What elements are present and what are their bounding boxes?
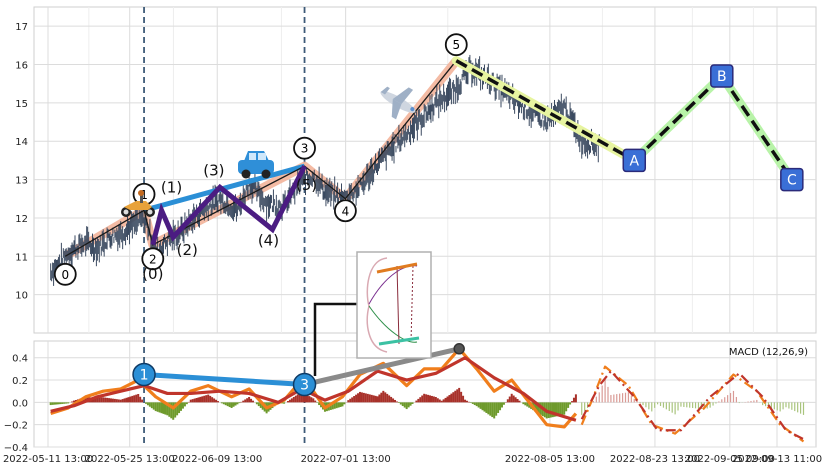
wave-C-label: C bbox=[787, 173, 797, 189]
sub-wave-line bbox=[150, 165, 307, 246]
macd-peak-dot bbox=[453, 343, 465, 355]
sub-wave-label: (3) bbox=[203, 161, 224, 179]
macd-tick-label: −0.4 bbox=[4, 443, 28, 454]
sub-wave-label: (5) bbox=[296, 176, 317, 194]
wave-3-label: 3 bbox=[301, 142, 309, 156]
wave-4-circle bbox=[333, 199, 357, 223]
macd-marker-label: 1 bbox=[140, 367, 149, 383]
x-tick-label: 2022-06-09 13:00 bbox=[172, 454, 262, 465]
macd-projection-line bbox=[580, 365, 805, 443]
macd-tick-label: 0.0 bbox=[12, 398, 28, 409]
overlay-layer bbox=[64, 56, 797, 257]
wave-C-box bbox=[780, 167, 804, 192]
y-tick-label: 12 bbox=[15, 214, 28, 225]
wave-2-circle bbox=[141, 247, 165, 271]
macd-legend: MACD (12,26,9) bbox=[729, 347, 808, 358]
sub-wave-label: (1) bbox=[161, 178, 182, 196]
correction-dash bbox=[720, 75, 794, 181]
wave-0-label: 0 bbox=[61, 268, 69, 282]
macd-marker-3 bbox=[292, 372, 317, 397]
wave-A-label: A bbox=[629, 153, 639, 169]
x-tick-label: 2022-05-25 13:00 bbox=[85, 454, 175, 465]
wave-1-label: 1 bbox=[140, 188, 148, 202]
correction-dash bbox=[633, 74, 724, 162]
inset-connector bbox=[313, 302, 357, 376]
y-tick-label: 13 bbox=[15, 176, 28, 187]
y-tick-label: 17 bbox=[15, 22, 28, 33]
wave-0-circle bbox=[53, 262, 77, 286]
macd-tick-label: 0.2 bbox=[12, 376, 28, 387]
scooter-icon bbox=[121, 190, 155, 217]
macd-marker-label: 3 bbox=[300, 378, 309, 394]
macd-divergence-line bbox=[303, 346, 460, 387]
wave-2-label: 2 bbox=[149, 252, 157, 266]
x-tick-label: 2022-09-05 09:00 bbox=[685, 454, 775, 465]
sub-wave-label: (2) bbox=[177, 241, 198, 259]
y-tick-label: 11 bbox=[15, 252, 28, 263]
impulse-line bbox=[64, 60, 457, 257]
x-tick-label: 2022-05-11 13:00 bbox=[3, 454, 93, 465]
y-tick-label: 16 bbox=[15, 61, 28, 72]
wave-B-box bbox=[710, 64, 734, 88]
macd-tick-label: 0.4 bbox=[12, 354, 28, 365]
macd-layer: 13 bbox=[49, 343, 805, 443]
signal-projection-line bbox=[580, 370, 805, 441]
x-tick-label: 2022-08-05 13:00 bbox=[505, 454, 595, 465]
wave-3-circle bbox=[293, 136, 316, 160]
sub-wave-label: (4) bbox=[258, 231, 279, 249]
airplane-icon bbox=[380, 86, 416, 120]
x-tick-label: 2022-08-23 13:00 bbox=[610, 454, 700, 465]
car-icon bbox=[238, 151, 274, 179]
wave-5-circle bbox=[444, 33, 468, 57]
correction-dash bbox=[455, 59, 636, 162]
wave-B-label: B bbox=[717, 69, 727, 85]
sub-wave-label: (0) bbox=[142, 265, 163, 283]
macd-tick-label: −0.2 bbox=[4, 421, 28, 432]
macd-1-3-trendline bbox=[143, 371, 305, 388]
wave-4-label: 4 bbox=[342, 204, 350, 218]
y-tick-label: 10 bbox=[15, 291, 28, 302]
wave-A-box bbox=[622, 148, 647, 173]
macd-marker-1 bbox=[132, 362, 156, 387]
y-tick-label: 14 bbox=[15, 137, 28, 148]
x-tick-label: 2022-07-01 13:00 bbox=[301, 454, 391, 465]
wave-5-label: 5 bbox=[452, 38, 460, 52]
y-tick-label: 15 bbox=[15, 99, 28, 110]
x-tick-label: 2022-09-13 11:00 bbox=[732, 454, 822, 465]
pattern-thumbnail bbox=[356, 251, 432, 359]
